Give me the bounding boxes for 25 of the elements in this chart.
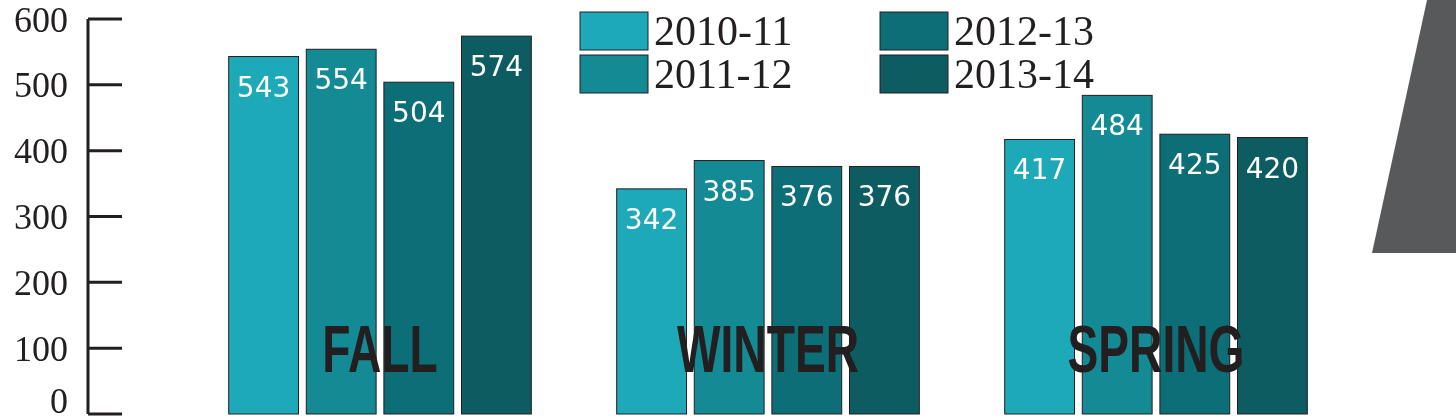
y-tick-label: 400 [14,131,68,172]
data-label: 376 [857,180,912,214]
y-tick-label: 0 [50,380,68,418]
data-label: 425 [1168,148,1222,182]
y-tick-label: 300 [14,197,68,238]
data-label: 385 [702,174,756,208]
legend-label: 2011-12 [654,51,793,97]
legend-label: 2010-11 [654,8,793,54]
data-label: 342 [624,202,679,236]
data-label: 543 [236,70,291,104]
data-label: 504 [392,96,446,130]
y-tick-label: 500 [14,65,68,106]
legend-label: 2012-13 [954,8,1094,54]
data-label: 484 [1090,109,1144,143]
data-label: 420 [1245,151,1300,185]
data-label: 574 [469,50,524,84]
y-tick-label: 200 [14,262,68,303]
data-label: 554 [314,63,368,97]
data-label: 417 [1012,153,1067,187]
y-tick-label: 600 [14,0,68,40]
data-label: 376 [780,180,834,214]
bar [228,56,300,415]
bar [460,35,532,415]
legend-label: 2013-14 [954,51,1094,97]
y-tick-label: 100 [14,328,68,369]
